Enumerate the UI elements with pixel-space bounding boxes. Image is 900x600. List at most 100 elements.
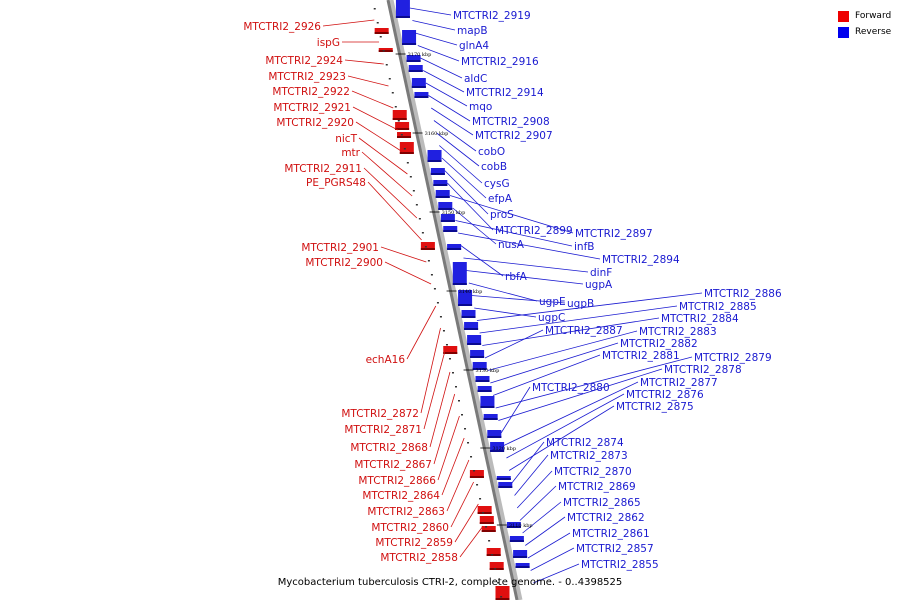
reverse-gene-block xyxy=(402,30,417,45)
reverse-connector xyxy=(525,516,566,546)
minor-tick xyxy=(479,498,482,500)
reverse-connector xyxy=(487,330,638,371)
reverse-connector xyxy=(417,45,460,62)
reverse-connector xyxy=(484,329,544,359)
reverse-gene-label: MTCTRI2_2886 xyxy=(704,288,782,300)
forward-gene-label: MTCTRI2_2863 xyxy=(367,506,445,518)
reverse-gene-label: MTCTRI2_2885 xyxy=(679,301,757,313)
reverse-gene-label: cysG xyxy=(484,178,510,190)
minor-tick xyxy=(491,554,494,556)
reverse-gene-edge xyxy=(408,70,423,72)
reverse-gene-block xyxy=(483,414,498,420)
backbone xyxy=(386,0,523,600)
reverse-gene-label: MTCTRI2_2887 xyxy=(545,325,623,337)
reverse-gene-label: MTCTRI2_2883 xyxy=(639,326,717,338)
scale-label: 3110 kbp xyxy=(509,523,533,529)
minor-tick xyxy=(406,162,409,164)
forward-gene-edge xyxy=(479,522,494,524)
forward-connector xyxy=(429,371,451,448)
reverse-gene-label: nusA xyxy=(498,239,525,251)
scale-label: 3150 kbp xyxy=(442,210,466,216)
gene-blocks xyxy=(374,0,530,600)
scale-label: 3160 kbp xyxy=(425,131,449,137)
reverse-gene-label: cobO xyxy=(478,146,505,158)
forward-gene-edge xyxy=(395,128,410,130)
reverse-connector xyxy=(449,195,574,234)
reverse-gene-label: MTCTRI2_2877 xyxy=(640,377,718,389)
minor-tick xyxy=(385,64,388,66)
reverse-gene-block xyxy=(506,522,521,528)
forward-gene-label: MTCTRI2_2860 xyxy=(371,522,449,534)
reverse-connector xyxy=(412,20,456,31)
forward-gene-block xyxy=(469,470,484,478)
reverse-gene-block xyxy=(477,386,492,392)
label-connectors xyxy=(322,7,703,584)
reverse-connector xyxy=(479,305,678,334)
reverse-gene-edge xyxy=(447,248,462,250)
reverse-gene-edge xyxy=(477,390,492,392)
minor-tick xyxy=(488,540,491,542)
reverse-gene-edge xyxy=(515,566,530,568)
reverse-connector xyxy=(463,257,589,273)
reverse-gene-block xyxy=(438,202,453,210)
minor-tick xyxy=(454,386,457,388)
forward-connector xyxy=(437,415,460,481)
minor-tick xyxy=(412,190,415,192)
reverse-gene-block xyxy=(515,563,530,568)
reverse-gene-block xyxy=(408,65,423,72)
minor-tick xyxy=(421,232,424,234)
reverse-gene-edge xyxy=(440,220,455,222)
reverse-gene-block xyxy=(427,150,442,162)
minor-tick xyxy=(388,78,391,80)
reverse-connector xyxy=(514,454,549,496)
reverse-gene-label: MTCTRI2_2855 xyxy=(581,559,659,571)
forward-gene-label: MTCTRI2_2867 xyxy=(354,459,432,471)
forward-gene-label: PE_PGRS48 xyxy=(306,177,366,189)
reverse-gene-edge xyxy=(458,304,473,306)
reverse-gene-block xyxy=(480,396,495,408)
reverse-gene-edge xyxy=(496,478,511,480)
reverse-connector xyxy=(425,82,468,107)
forward-connector xyxy=(406,305,437,360)
reverse-gene-block xyxy=(464,322,479,330)
reverse-gene-label: MTCTRI2_2862 xyxy=(567,512,645,524)
minor-tick xyxy=(403,148,406,150)
reverse-gene-edge xyxy=(452,283,467,285)
forward-gene-edge xyxy=(399,152,414,154)
reverse-gene-edge xyxy=(411,86,426,88)
reverse-gene-label: MTCTRI2_2899 xyxy=(495,225,573,237)
minor-tick xyxy=(409,176,412,178)
forward-connector xyxy=(384,261,432,285)
forward-gene-label: MTCTRI2_2901 xyxy=(301,242,379,254)
reverse-gene-block xyxy=(472,362,487,370)
reverse-gene-edge xyxy=(472,368,487,370)
reverse-gene-label: MTCTRI2_2880 xyxy=(532,382,610,394)
legend-reverse-label: Reverse xyxy=(855,27,892,37)
forward-gene-label: MTCTRI2_2921 xyxy=(273,102,351,114)
minor-tick xyxy=(424,246,427,248)
reverse-gene-label: MTCTRI2_2870 xyxy=(554,466,632,478)
legend-reverse-swatch xyxy=(838,26,849,38)
reverse-gene-label: MTCTRI2_2857 xyxy=(576,543,654,555)
reverse-gene-edge xyxy=(480,406,495,408)
forward-connector xyxy=(344,59,384,65)
reverse-connector xyxy=(468,282,538,302)
reverse-gene-label: glnA4 xyxy=(459,40,489,52)
forward-connector xyxy=(358,137,408,175)
forward-gene-edge xyxy=(374,32,389,34)
minor-tick xyxy=(442,330,445,332)
forward-gene-block xyxy=(420,242,435,250)
reverse-connector xyxy=(447,182,494,231)
reverse-gene-edge xyxy=(395,16,410,18)
minor-tick xyxy=(382,50,385,52)
reverse-connector xyxy=(511,441,545,484)
forward-labels: MTCTRI2_2926 ispG MTCTRI2_2924 MTCTRI2_2923… xyxy=(243,21,458,564)
reverse-gene-block xyxy=(513,550,528,558)
minor-tick xyxy=(373,8,376,10)
reverse-gene-block xyxy=(487,430,502,438)
reverse-gene-label: mqo xyxy=(469,101,492,113)
reverse-gene-edge xyxy=(402,43,417,45)
forward-gene-edge xyxy=(420,248,435,250)
forward-gene-block xyxy=(392,110,407,120)
reverse-connector xyxy=(482,317,660,346)
